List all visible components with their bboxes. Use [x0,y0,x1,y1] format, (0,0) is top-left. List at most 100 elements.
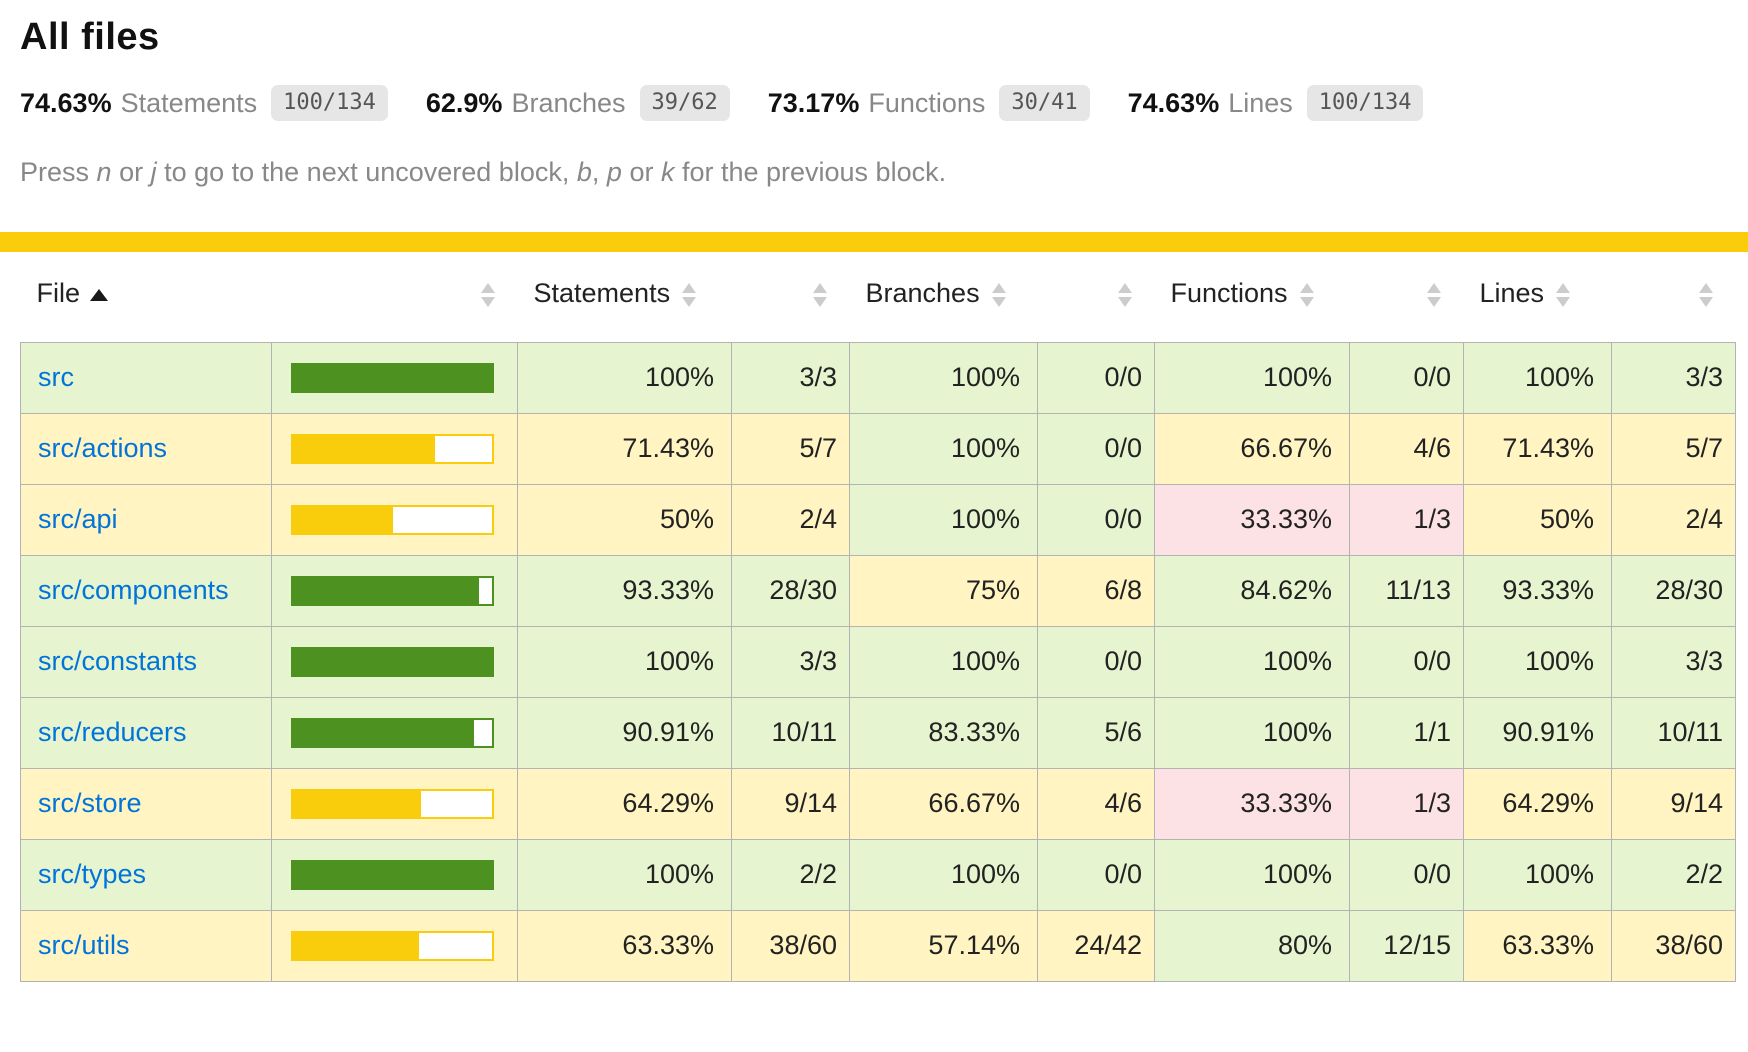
branches-frac-cell: 24/42 [1037,909,1155,982]
branches-frac-cell: 0/0 [1037,341,1155,414]
statements-frac-cell: 3/3 [731,341,850,414]
bar-cell [271,483,518,556]
lines-pct-cell: 90.91% [1463,696,1612,769]
lines-frac-cell: 2/4 [1611,483,1736,556]
file-link[interactable]: src/api [38,504,118,534]
file-cell: src/store [20,767,272,840]
hint-text: or [111,157,151,187]
file-cell: src/components [20,554,272,627]
coverage-status-bar [0,232,1748,252]
branches-pct-cell: 100% [849,483,1038,556]
file-link[interactable]: src/types [38,859,147,889]
sorter-icon[interactable] [1299,282,1315,308]
lines-pct-cell: 64.29% [1463,767,1612,840]
functions-pct-cell: 84.62% [1154,554,1350,627]
branches-frac-cell: 0/0 [1037,412,1155,485]
file-cell: src/constants [20,625,272,698]
functions-frac-cell: 1/3 [1349,767,1464,840]
functions-label: Functions [868,87,986,118]
statements-frac-cell: 2/2 [731,838,850,911]
functions-pct-cell: 80% [1154,909,1350,982]
branches-pct-cell: 100% [849,625,1038,698]
sort-header-statements-raw[interactable] [732,252,850,342]
statements-pct-cell: 93.33% [517,554,732,627]
statements-pct: 74.63% [20,87,112,118]
functions-frac-cell: 12/15 [1349,909,1464,982]
file-link[interactable]: src/constants [38,646,198,676]
sort-header-lines[interactable]: Lines [1464,252,1612,342]
sort-header-branches-raw[interactable] [1038,252,1155,342]
sort-header-branches[interactable]: Branches [850,252,1038,342]
hint-key: k [660,157,675,187]
functions-pct-cell: 100% [1154,625,1350,698]
coverage-bar [291,504,494,535]
branches-frac-cell: 5/6 [1037,696,1155,769]
functions-pct-cell: 100% [1154,838,1350,911]
sorter-icon[interactable] [991,282,1007,308]
coverage-bar-fill [293,861,492,888]
lines-frac-cell: 5/7 [1611,412,1736,485]
functions-frac-cell: 11/13 [1349,554,1464,627]
file-link[interactable]: src [38,362,74,392]
table-row: src/constants 100% 3/3 100% 0/0 100% 0/0… [20,625,1736,698]
branches-fraction-badge: 39/62 [639,85,730,121]
sort-header-file[interactable]: File [21,252,272,342]
lines-header-label: Lines [1479,278,1545,309]
sort-header-lines-raw[interactable] [1612,252,1736,342]
hint-text: to go to the next uncovered block, [156,157,577,187]
functions-pct-cell: 66.67% [1154,412,1350,485]
statements-frac-cell: 2/4 [731,483,850,556]
functions-frac-cell: 1/1 [1349,696,1464,769]
hint-text: Press [20,157,97,187]
table-row: src/store 64.29% 9/14 66.67% 4/6 33.33% … [20,767,1736,840]
statements-fraction-badge: 100/134 [271,85,388,121]
coverage-bar-fill [293,506,393,533]
sort-header-statements[interactable]: Statements [518,252,732,342]
functions-pct: 73.17% [767,87,860,118]
sorter-icon[interactable] [1426,282,1442,308]
file-cell: src/api [20,483,272,556]
statements-frac-cell: 38/60 [731,909,850,982]
file-link[interactable]: src/actions [38,433,168,463]
sorter-icon[interactable] [480,282,496,308]
statements-pct-cell: 100% [517,838,732,911]
sorter-icon[interactable] [1698,282,1714,308]
branches-label: Branches [511,87,626,118]
summary-branches: 62.9% Branches 39/62 [426,85,730,121]
sorter-icon[interactable] [1117,282,1133,308]
sort-header-bar[interactable] [272,252,518,342]
keyboard-shortcut-hint: Press n or j to go to the next uncovered… [20,157,1728,188]
sort-ascending-icon [90,289,109,302]
sorter-icon[interactable] [812,282,828,308]
sort-header-functions[interactable]: Functions [1155,252,1350,342]
file-link[interactable]: src/store [38,788,142,818]
lines-frac-cell: 3/3 [1611,341,1736,414]
functions-header-label: Functions [1170,278,1288,309]
statements-frac-cell: 28/30 [731,554,850,627]
functions-pct-cell: 100% [1154,696,1350,769]
functions-pct-cell: 33.33% [1154,767,1350,840]
lines-fraction-badge: 100/134 [1306,85,1424,121]
lines-frac-cell: 3/3 [1611,625,1736,698]
functions-frac-cell: 1/3 [1349,483,1464,556]
file-link[interactable]: src/reducers [38,717,187,747]
sorter-icon[interactable] [682,282,697,308]
file-link[interactable]: src/components [38,575,229,605]
coverage-bar [291,433,494,464]
coverage-summary: 74.63% Statements 100/134 62.9% Branches… [20,85,1728,121]
coverage-bar-fill [293,435,436,462]
sorter-icon[interactable] [1556,282,1571,308]
bar-cell [271,767,518,840]
coverage-bar [291,930,494,961]
lines-frac-cell: 10/11 [1611,696,1736,769]
bar-cell [271,412,518,485]
branches-pct-cell: 83.33% [849,696,1038,769]
functions-fraction-badge: 30/41 [999,85,1090,121]
coverage-bar [291,788,494,819]
file-header-label: File [36,278,81,309]
sort-header-functions-raw[interactable] [1350,252,1464,342]
coverage-bar [291,859,494,890]
lines-pct: 74.63% [1127,87,1220,118]
coverage-bar-fill [293,790,421,817]
file-link[interactable]: src/utils [38,930,130,960]
